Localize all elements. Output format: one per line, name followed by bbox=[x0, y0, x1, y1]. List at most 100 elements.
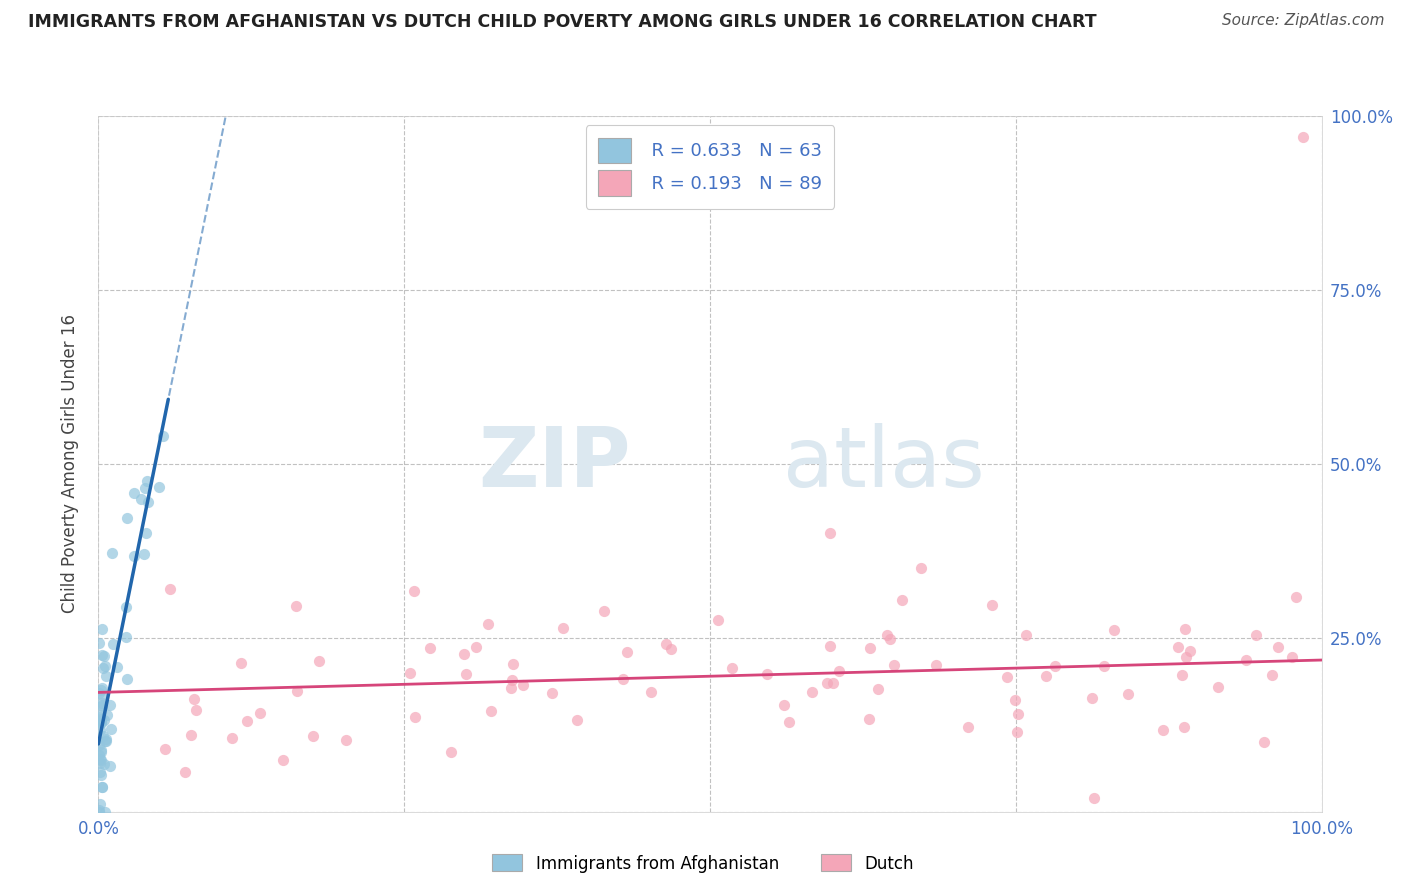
Point bbox=[115, 511, 138, 525]
Point bbox=[308, 654, 330, 668]
Point bbox=[1081, 691, 1104, 706]
Point bbox=[956, 720, 979, 734]
Point bbox=[502, 657, 524, 672]
Point bbox=[87, 636, 110, 650]
Point bbox=[755, 667, 778, 681]
Point bbox=[87, 803, 110, 817]
Point bbox=[91, 681, 114, 696]
Point bbox=[1267, 640, 1289, 654]
Text: ZIP: ZIP bbox=[478, 424, 630, 504]
Point bbox=[122, 549, 145, 563]
Point bbox=[1015, 628, 1038, 642]
Point bbox=[105, 660, 128, 674]
Point bbox=[399, 666, 422, 681]
Point bbox=[890, 593, 912, 607]
Point bbox=[152, 428, 174, 442]
Point bbox=[1035, 669, 1057, 683]
Point bbox=[148, 480, 170, 494]
Point bbox=[924, 657, 946, 672]
Point bbox=[93, 734, 115, 748]
Point bbox=[91, 622, 114, 636]
Point bbox=[612, 673, 634, 687]
Point bbox=[778, 714, 800, 729]
Point bbox=[565, 713, 588, 727]
Point bbox=[465, 640, 488, 654]
Point bbox=[91, 696, 114, 710]
Point bbox=[93, 757, 115, 772]
Point bbox=[1234, 653, 1257, 667]
Point bbox=[1261, 668, 1284, 682]
Point bbox=[828, 664, 851, 678]
Point bbox=[134, 481, 156, 495]
Point bbox=[135, 526, 157, 541]
Point bbox=[818, 639, 841, 653]
Legend:   R = 0.633   N = 63,   R = 0.193   N = 89: R = 0.633 N = 63, R = 0.193 N = 89 bbox=[586, 125, 834, 209]
Point bbox=[91, 661, 114, 675]
Point bbox=[721, 661, 744, 675]
Point bbox=[90, 714, 112, 728]
Point bbox=[876, 628, 898, 642]
Point bbox=[540, 686, 562, 700]
Point bbox=[995, 670, 1018, 684]
Point bbox=[90, 698, 112, 713]
Point bbox=[100, 723, 122, 737]
Point bbox=[122, 485, 145, 500]
Point bbox=[1167, 640, 1189, 654]
Point bbox=[183, 691, 205, 706]
Point bbox=[512, 678, 534, 692]
Point bbox=[100, 546, 122, 560]
Point bbox=[1043, 659, 1066, 673]
Point bbox=[98, 698, 121, 713]
Point bbox=[655, 637, 678, 651]
Legend: Immigrants from Afghanistan, Dutch: Immigrants from Afghanistan, Dutch bbox=[486, 847, 920, 880]
Point bbox=[91, 730, 114, 744]
Point bbox=[981, 599, 1004, 613]
Point bbox=[115, 630, 138, 644]
Point bbox=[479, 704, 502, 718]
Point bbox=[453, 647, 475, 661]
Point bbox=[96, 734, 118, 748]
Point bbox=[1004, 692, 1026, 706]
Point bbox=[90, 688, 112, 702]
Point bbox=[229, 656, 252, 670]
Point bbox=[1094, 659, 1116, 673]
Point bbox=[661, 642, 683, 657]
Point bbox=[440, 745, 463, 759]
Point bbox=[1174, 622, 1197, 636]
Point bbox=[87, 748, 110, 763]
Point bbox=[284, 599, 307, 613]
Point bbox=[592, 604, 614, 618]
Point bbox=[90, 715, 112, 730]
Point bbox=[1246, 628, 1268, 642]
Text: Source: ZipAtlas.com: Source: ZipAtlas.com bbox=[1222, 13, 1385, 29]
Point bbox=[174, 764, 197, 779]
Point bbox=[129, 491, 152, 506]
Point bbox=[115, 599, 138, 614]
Point bbox=[90, 683, 112, 698]
Point bbox=[90, 743, 112, 757]
Point bbox=[89, 723, 111, 737]
Point bbox=[90, 714, 112, 729]
Point bbox=[90, 753, 112, 767]
Point bbox=[456, 667, 478, 681]
Point bbox=[93, 649, 115, 664]
Point bbox=[1174, 649, 1197, 664]
Point bbox=[180, 728, 202, 742]
Point bbox=[87, 805, 110, 819]
Point bbox=[1281, 649, 1303, 664]
Point bbox=[89, 710, 111, 724]
Point bbox=[1206, 680, 1229, 694]
Point bbox=[93, 713, 115, 727]
Point bbox=[419, 640, 441, 655]
Point bbox=[1253, 735, 1275, 749]
Point bbox=[818, 526, 841, 541]
Point bbox=[89, 752, 111, 766]
Point bbox=[89, 707, 111, 722]
Point bbox=[90, 780, 112, 795]
Point bbox=[335, 733, 357, 747]
Point bbox=[153, 742, 176, 756]
Point bbox=[271, 753, 294, 767]
Point bbox=[87, 738, 110, 752]
Point bbox=[883, 658, 905, 673]
Point bbox=[859, 641, 882, 656]
